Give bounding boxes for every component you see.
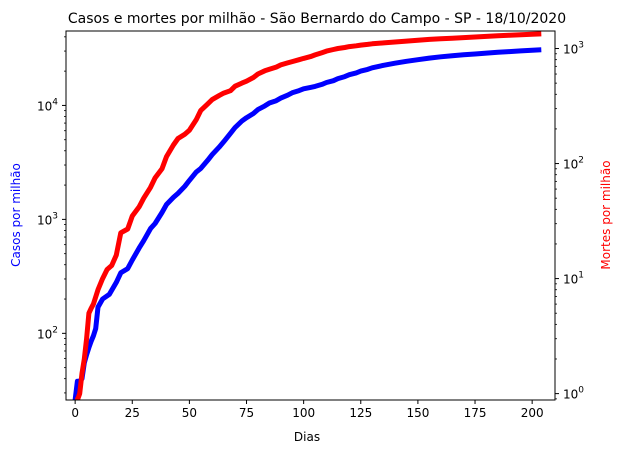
plot-area — [72, 31, 542, 400]
right-tick-label: 100 — [563, 386, 584, 402]
left-tick-label: 104 — [37, 97, 58, 113]
left-tick-label: 102 — [37, 325, 58, 341]
x-tick-label: 125 — [349, 406, 372, 420]
left-tick-label: 103 — [37, 211, 58, 227]
right-tick-label: 102 — [563, 156, 584, 172]
axis-ticks: 0 25 50 75 100 125 150 175 200 102 103 104 100 101 102… — [37, 36, 584, 420]
x-axis-label: Dias — [294, 430, 320, 444]
x-tick-label: 0 — [71, 406, 79, 420]
y-axis-right-label: Mortes por milhão — [599, 160, 613, 269]
x-tick-label: 150 — [406, 406, 429, 420]
x-tick-label: 175 — [464, 406, 487, 420]
right-tick-label: 101 — [563, 271, 584, 287]
x-tick-label: 100 — [292, 406, 315, 420]
x-tick-label: 75 — [239, 406, 254, 420]
right-tick-label: 103 — [563, 41, 584, 57]
chart-title: Casos e mortes por milhão - São Bernardo… — [68, 11, 566, 27]
deaths-series-line — [74, 31, 542, 400]
cases-series-line — [72, 47, 542, 400]
x-tick-label: 200 — [521, 406, 544, 420]
y-axis-left-label: Casos por milhão — [9, 163, 23, 267]
plot-frame — [65, 30, 556, 401]
x-tick-label: 25 — [125, 406, 140, 420]
x-tick-label: 50 — [182, 406, 197, 420]
